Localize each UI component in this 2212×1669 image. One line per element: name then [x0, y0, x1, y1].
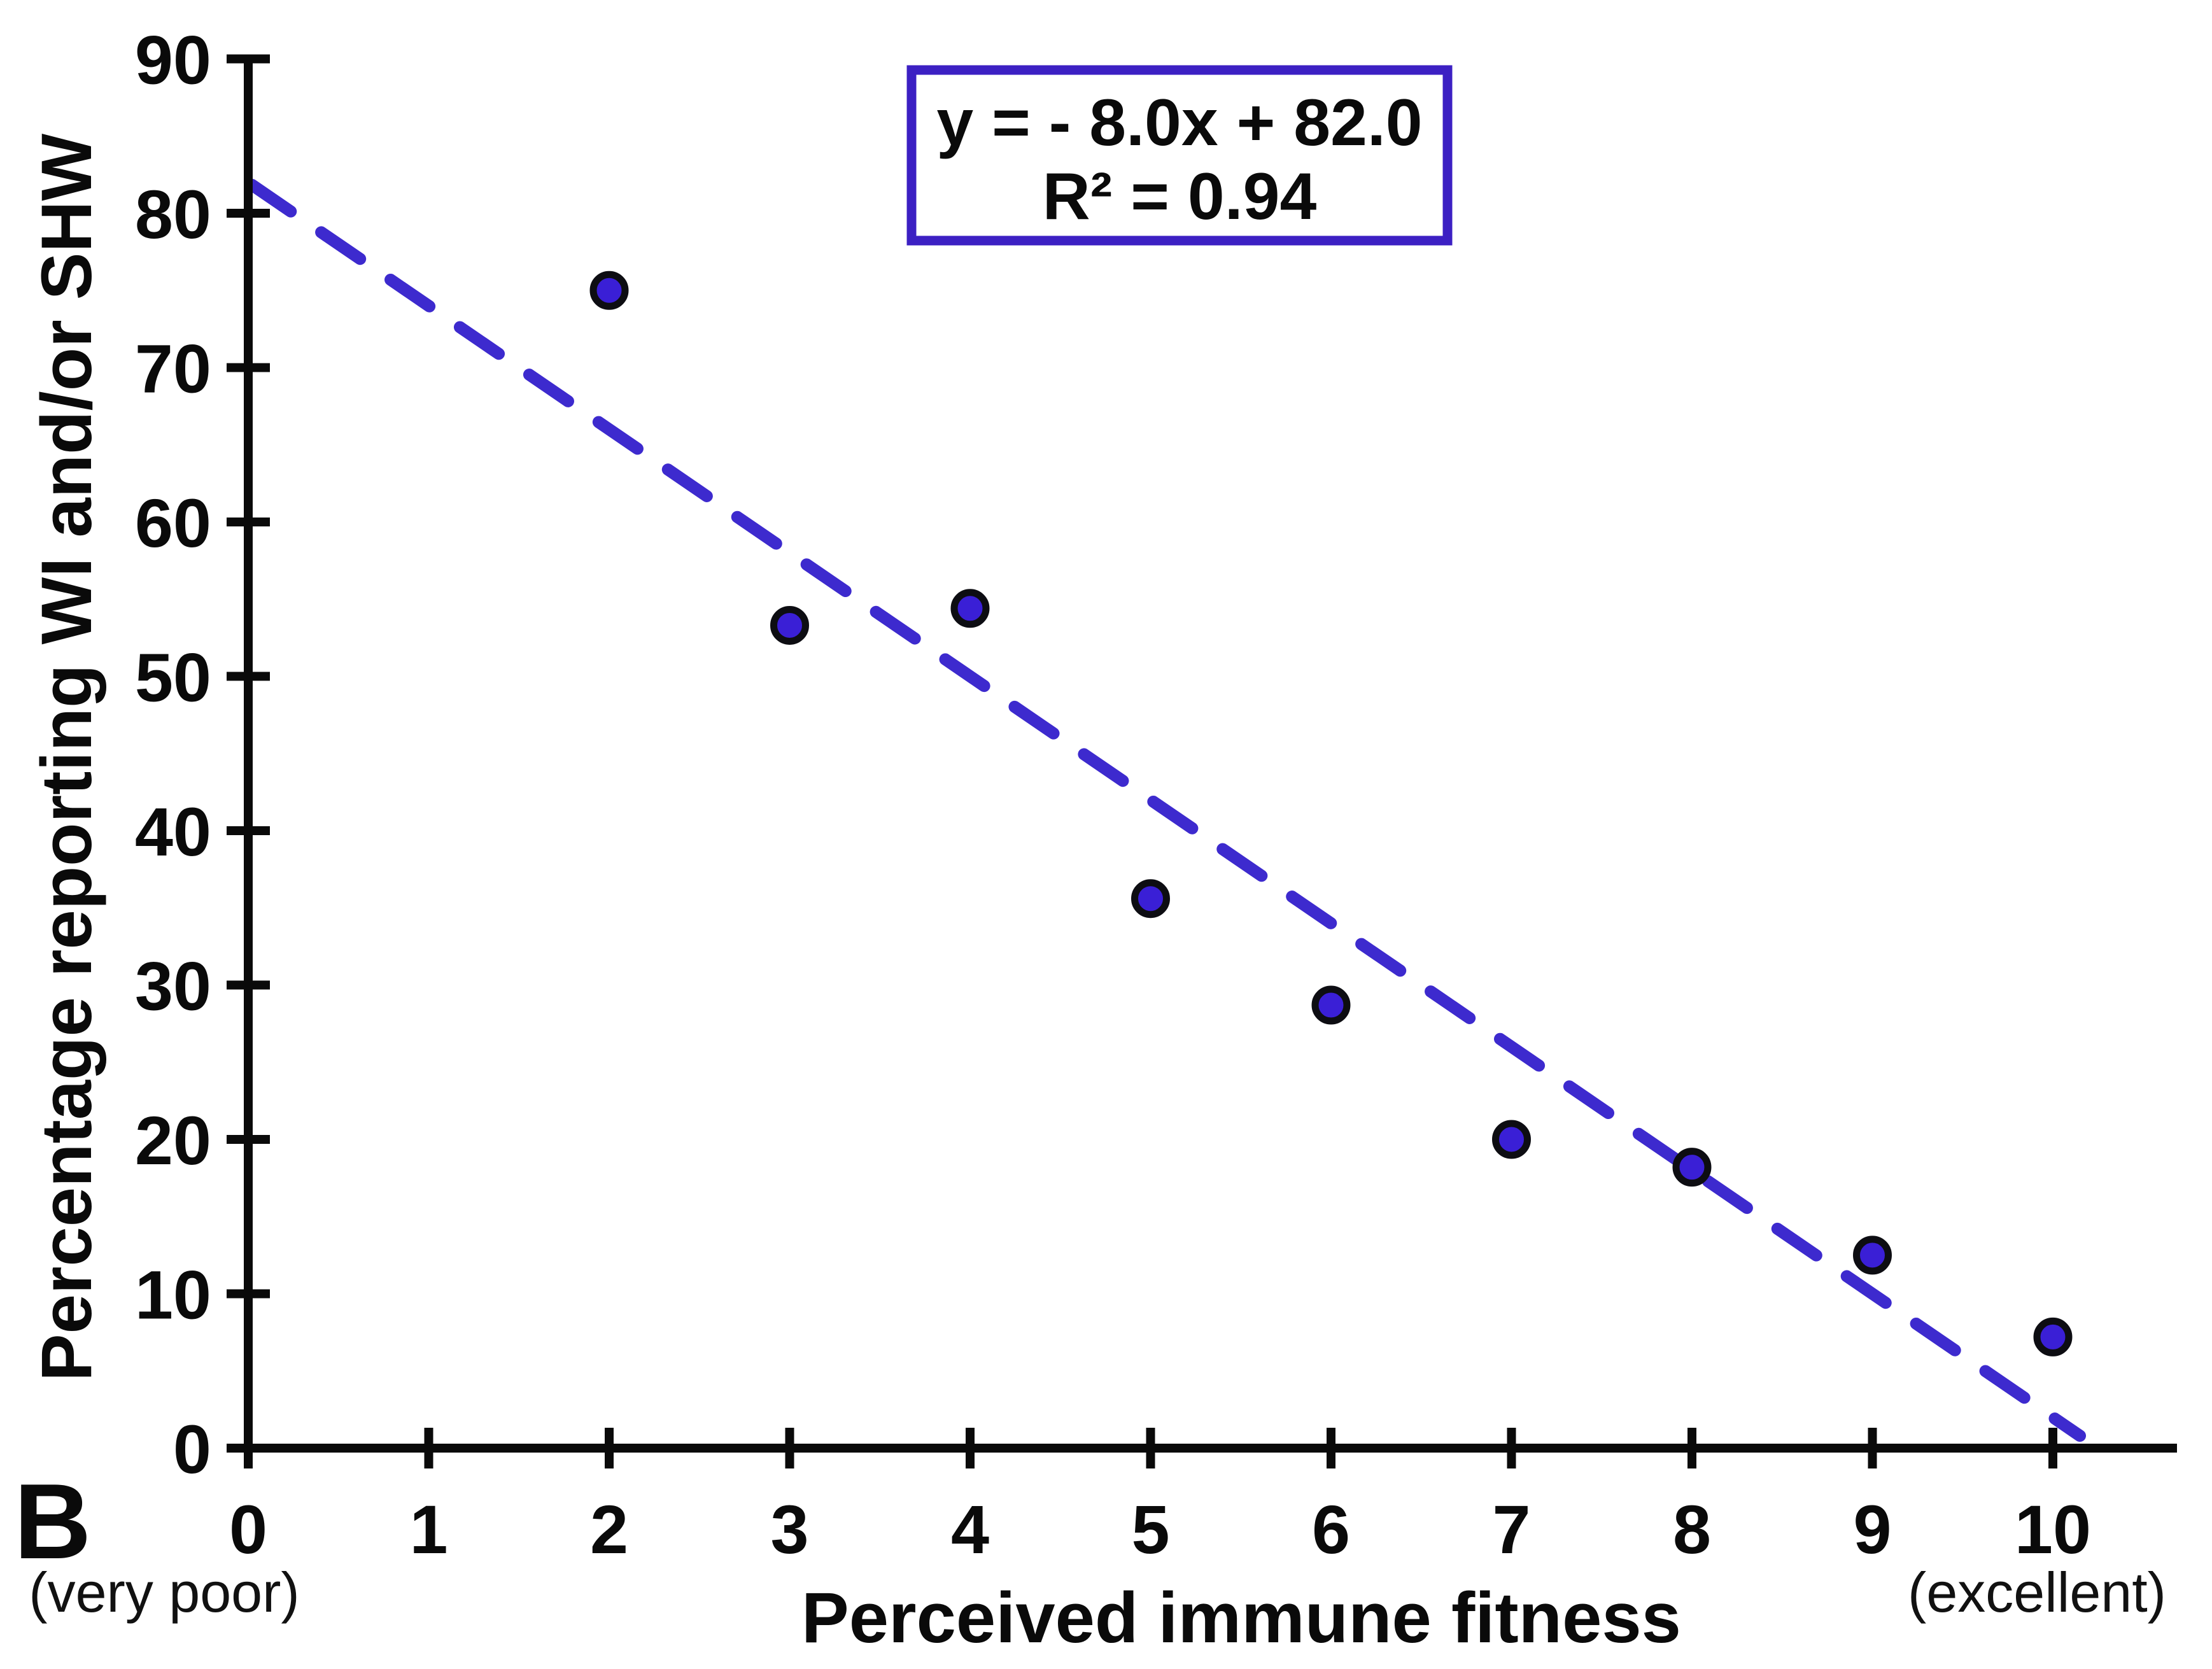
y-tick-label: 10	[135, 1257, 211, 1334]
x-tick-label: 4	[951, 1491, 989, 1568]
y-tick-label: 20	[135, 1102, 211, 1179]
y-tick-label: 70	[135, 330, 211, 407]
data-point	[1853, 1236, 1892, 1275]
trendline-dashed	[246, 178, 2087, 1442]
x-tick-label: 0	[229, 1491, 267, 1568]
equation-line2: R² = 0.94	[1043, 160, 1317, 234]
x-tick-label: 6	[1312, 1491, 1350, 1568]
x-tick-label: 5	[1131, 1491, 1169, 1568]
data-point	[1492, 1120, 1531, 1159]
data-point	[950, 589, 990, 628]
data-point	[1672, 1148, 1712, 1187]
y-tick-label: 40	[135, 793, 211, 870]
x-axis-title: Perceived immune fitness	[801, 1578, 1681, 1658]
x-axis-min-annotation: (very poor)	[29, 1561, 299, 1624]
y-tick-label: 50	[135, 639, 211, 716]
y-tick-label: 90	[135, 22, 211, 99]
x-tick-label: 1	[409, 1491, 447, 1568]
data-points	[589, 271, 2073, 1356]
x-tick-label: 7	[1492, 1491, 1530, 1568]
y-axis-title: Percentage reporting WI and/or SHW	[27, 134, 106, 1382]
trendline	[246, 178, 2087, 1442]
equation-box	[906, 65, 1453, 246]
equation-line1: y = - 8.0x + 82.0	[936, 86, 1422, 160]
x-tick-label: 10	[2015, 1491, 2091, 1568]
x-axis-max-annotation: (excellent)	[1908, 1561, 2166, 1624]
data-point	[2033, 1317, 2073, 1356]
data-point	[589, 271, 629, 310]
y-tick-label: 60	[135, 484, 211, 561]
x-tick-label: 9	[1853, 1491, 1891, 1568]
x-tick-label: 2	[590, 1491, 628, 1568]
panel-label: B	[14, 1461, 91, 1581]
y-tick-label: 0	[173, 1411, 211, 1488]
x-tick-label: 3	[770, 1491, 808, 1568]
data-point	[770, 605, 809, 645]
data-point	[1131, 879, 1170, 919]
x-tick-label: 8	[1673, 1491, 1711, 1568]
y-tick-label: 30	[135, 948, 211, 1025]
data-point	[1311, 985, 1351, 1025]
y-tick-label: 80	[135, 176, 211, 253]
